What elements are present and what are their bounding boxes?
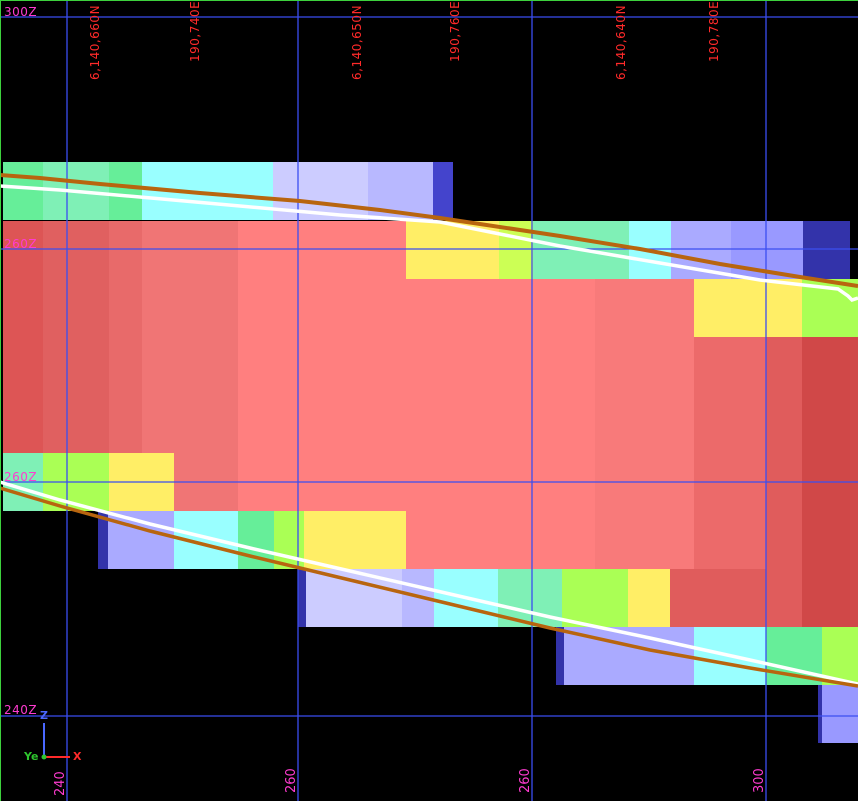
block-cell	[731, 221, 803, 279]
block-cell	[238, 453, 302, 511]
axis-letter-y: Ye	[24, 750, 39, 763]
block-cell	[43, 162, 109, 220]
block-cell	[109, 221, 142, 453]
bottom-label-260-a: 260	[284, 768, 299, 793]
block-cell	[533, 221, 629, 279]
block-cell	[238, 221, 302, 453]
block-cell	[802, 279, 858, 337]
block-cell	[174, 511, 238, 569]
z-label-260-upper: 260Z	[4, 237, 38, 251]
block-cell	[109, 453, 174, 511]
block-cell	[766, 569, 802, 627]
bottom-label-300: 300	[752, 768, 767, 793]
block-cell	[174, 453, 238, 511]
block-cell	[630, 627, 694, 685]
block-cell	[498, 569, 562, 627]
block-cell	[818, 685, 822, 743]
coord-label-northing-2: 6,140,650N	[350, 4, 364, 80]
block-cell	[694, 627, 766, 685]
bottom-label-240: 240	[53, 771, 68, 796]
block-cell	[238, 511, 274, 569]
block-cell	[402, 569, 434, 627]
bottom-label-260-b: 260	[518, 768, 533, 793]
block-cell	[108, 511, 174, 569]
block-cell	[109, 162, 142, 220]
block-cell	[766, 279, 802, 337]
block-cell	[302, 453, 406, 511]
block-cell	[556, 627, 564, 685]
block-cell	[820, 685, 858, 743]
block-cell	[43, 221, 109, 453]
axis-letter-x: X	[73, 750, 82, 763]
block-cell	[406, 511, 499, 569]
z-label-300: 300Z	[4, 5, 38, 19]
block-cell	[670, 569, 766, 627]
block-cell	[406, 221, 499, 279]
block-cell	[302, 221, 406, 453]
block-cell	[3, 221, 43, 453]
coord-label-easting-1: 190,740E	[188, 0, 202, 62]
block-cell	[766, 627, 822, 685]
block-cell	[306, 569, 402, 627]
block-cell	[368, 162, 433, 220]
axis-letter-z: Z	[40, 709, 48, 722]
block-cell	[98, 511, 108, 569]
block-cell	[671, 221, 731, 279]
block-cell	[694, 279, 766, 337]
block-cell	[273, 162, 368, 220]
block-cell	[562, 569, 628, 627]
block-cell	[274, 511, 304, 569]
block-cell	[595, 279, 694, 569]
coord-label-easting-2: 190,760E	[448, 0, 462, 62]
block-cell	[298, 569, 306, 627]
z-label-240: 240Z	[4, 703, 38, 717]
block-cell	[3, 162, 43, 220]
block-cell	[629, 221, 671, 279]
block-cell	[803, 221, 850, 279]
block-cell	[304, 511, 406, 569]
block-cell	[564, 627, 630, 685]
coord-label-northing-3: 6,140,640N	[614, 4, 628, 80]
z-label-260-lower: 260Z	[4, 470, 38, 484]
block-cell	[802, 569, 858, 627]
coord-label-northing-1: 6,140,660N	[88, 4, 102, 80]
block-cell	[628, 569, 670, 627]
block-cell	[43, 453, 109, 511]
block-cell	[142, 162, 273, 220]
block-cell	[142, 221, 238, 453]
block-cell	[499, 279, 595, 569]
coord-label-easting-3: 190,780E	[707, 0, 721, 62]
block-cell	[433, 162, 453, 220]
block-cell	[434, 569, 498, 627]
block-cell	[499, 221, 533, 279]
block-cell	[822, 627, 858, 685]
